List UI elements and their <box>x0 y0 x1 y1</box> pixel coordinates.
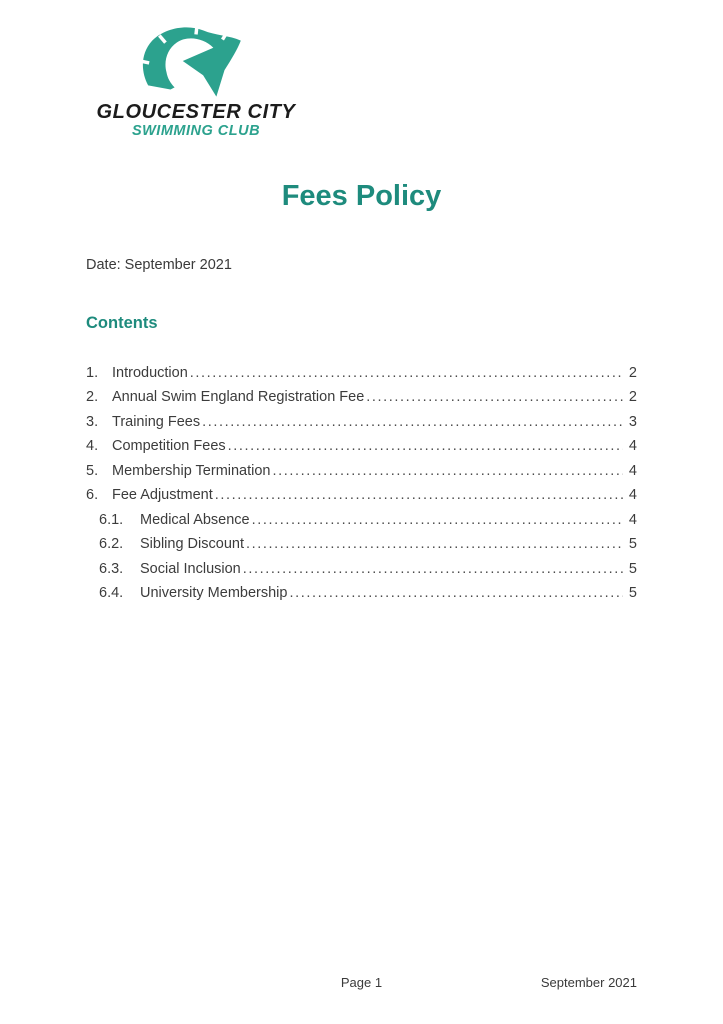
toc-entry-page: 4 <box>628 487 637 504</box>
toc-entry-page: 5 <box>628 560 637 577</box>
toc-entry-label: Sibling Discount <box>140 536 244 553</box>
toc-entry-introduction[interactable]: 1. Introduction ........................… <box>86 364 637 388</box>
toc-dot-leader: ........................................… <box>251 511 623 528</box>
toc-dot-leader: ........................................… <box>242 560 623 577</box>
toc-entry-page: 5 <box>628 584 637 601</box>
toc-entry-number: 4. <box>86 438 99 455</box>
toc-dot-leader: ........................................… <box>289 584 623 601</box>
toc-entry-number: 3. <box>86 413 99 430</box>
toc-entry-label: Competition Fees <box>112 438 226 455</box>
footer-page-number: Page 1 <box>340 975 383 990</box>
page-title: Fees Policy <box>281 180 442 212</box>
toc-entry-medical-absence[interactable]: 6.1. Medical Absence ...................… <box>86 511 637 535</box>
toc-dot-leader: ........................................… <box>245 536 623 553</box>
toc-entry-label: Training Fees <box>112 413 201 430</box>
toc-entry-number: 5. <box>86 462 99 479</box>
table-of-contents: 1. Introduction ........................… <box>86 364 637 608</box>
toc-entry-label: University Membership <box>140 584 288 601</box>
toc-entry-page: 2 <box>628 389 637 406</box>
toc-entry-number: 2. <box>86 389 99 406</box>
toc-entry-page: 4 <box>628 438 637 455</box>
toc-entry-label: Introduction <box>112 365 188 381</box>
contents-heading: Contents <box>86 314 158 332</box>
toc-entry-page: 4 <box>628 511 637 528</box>
toc-entry-number: 6.1. <box>99 511 124 528</box>
footer-date: September 2021 <box>540 975 637 990</box>
toc-entry-university-membership[interactable]: 6.4. University Membership .............… <box>86 584 637 608</box>
toc-entry-sibling-discount[interactable]: 6.2. Sibling Discount ..................… <box>86 535 637 559</box>
toc-dot-leader: ........................................… <box>214 487 623 504</box>
toc-entry-page: 4 <box>628 462 637 479</box>
toc-entry-number: 6.4. <box>99 584 124 601</box>
toc-dot-leader: ........................................… <box>202 413 623 430</box>
toc-entry-fee-adjustment[interactable]: 6. Fee Adjustment ......................… <box>86 486 637 510</box>
toc-entry-number: 6.3. <box>99 560 124 577</box>
toc-dot-leader: ........................................… <box>189 365 623 381</box>
toc-entry-competition-fees[interactable]: 4. Competition Fees ....................… <box>86 437 637 461</box>
date-line: Date: September 2021 <box>86 257 232 273</box>
toc-entry-label: Annual Swim England Registration Fee <box>112 389 365 406</box>
toc-entry-training-fees[interactable]: 3. Training Fees .......................… <box>86 413 637 437</box>
toc-entry-number: 6. <box>86 487 99 504</box>
toc-entry-label: Medical Absence <box>140 511 250 528</box>
toc-entry-label: Fee Adjustment <box>112 487 213 504</box>
toc-entry-social-inclusion[interactable]: 6.3. Social Inclusion ..................… <box>86 560 637 584</box>
club-subtitle: SWIMMING CLUB <box>131 123 261 139</box>
club-logo: GLOUCESTER CITY SWIMMING CLUB <box>76 27 316 139</box>
toc-dot-leader: ........................................… <box>227 438 623 455</box>
toc-entry-label: Social Inclusion <box>140 560 241 577</box>
toc-entry-page: 5 <box>628 536 637 553</box>
toc-entry-label: Membership Termination <box>112 462 271 479</box>
toc-entry-page: 2 <box>628 365 637 381</box>
toc-entry-registration-fee[interactable]: 2. Annual Swim England Registration Fee … <box>86 388 637 412</box>
toc-entry-page: 3 <box>628 413 637 430</box>
spartan-helmet-g-icon <box>140 27 241 97</box>
club-name: GLOUCESTER CITY <box>96 101 296 123</box>
toc-dot-leader: ........................................… <box>366 389 623 406</box>
toc-entry-number: 1. <box>86 365 99 381</box>
toc-dot-leader: ........................................… <box>272 462 624 479</box>
toc-entry-number: 6.2. <box>99 536 124 553</box>
toc-entry-membership-termination[interactable]: 5. Membership Termination ..............… <box>86 462 637 486</box>
